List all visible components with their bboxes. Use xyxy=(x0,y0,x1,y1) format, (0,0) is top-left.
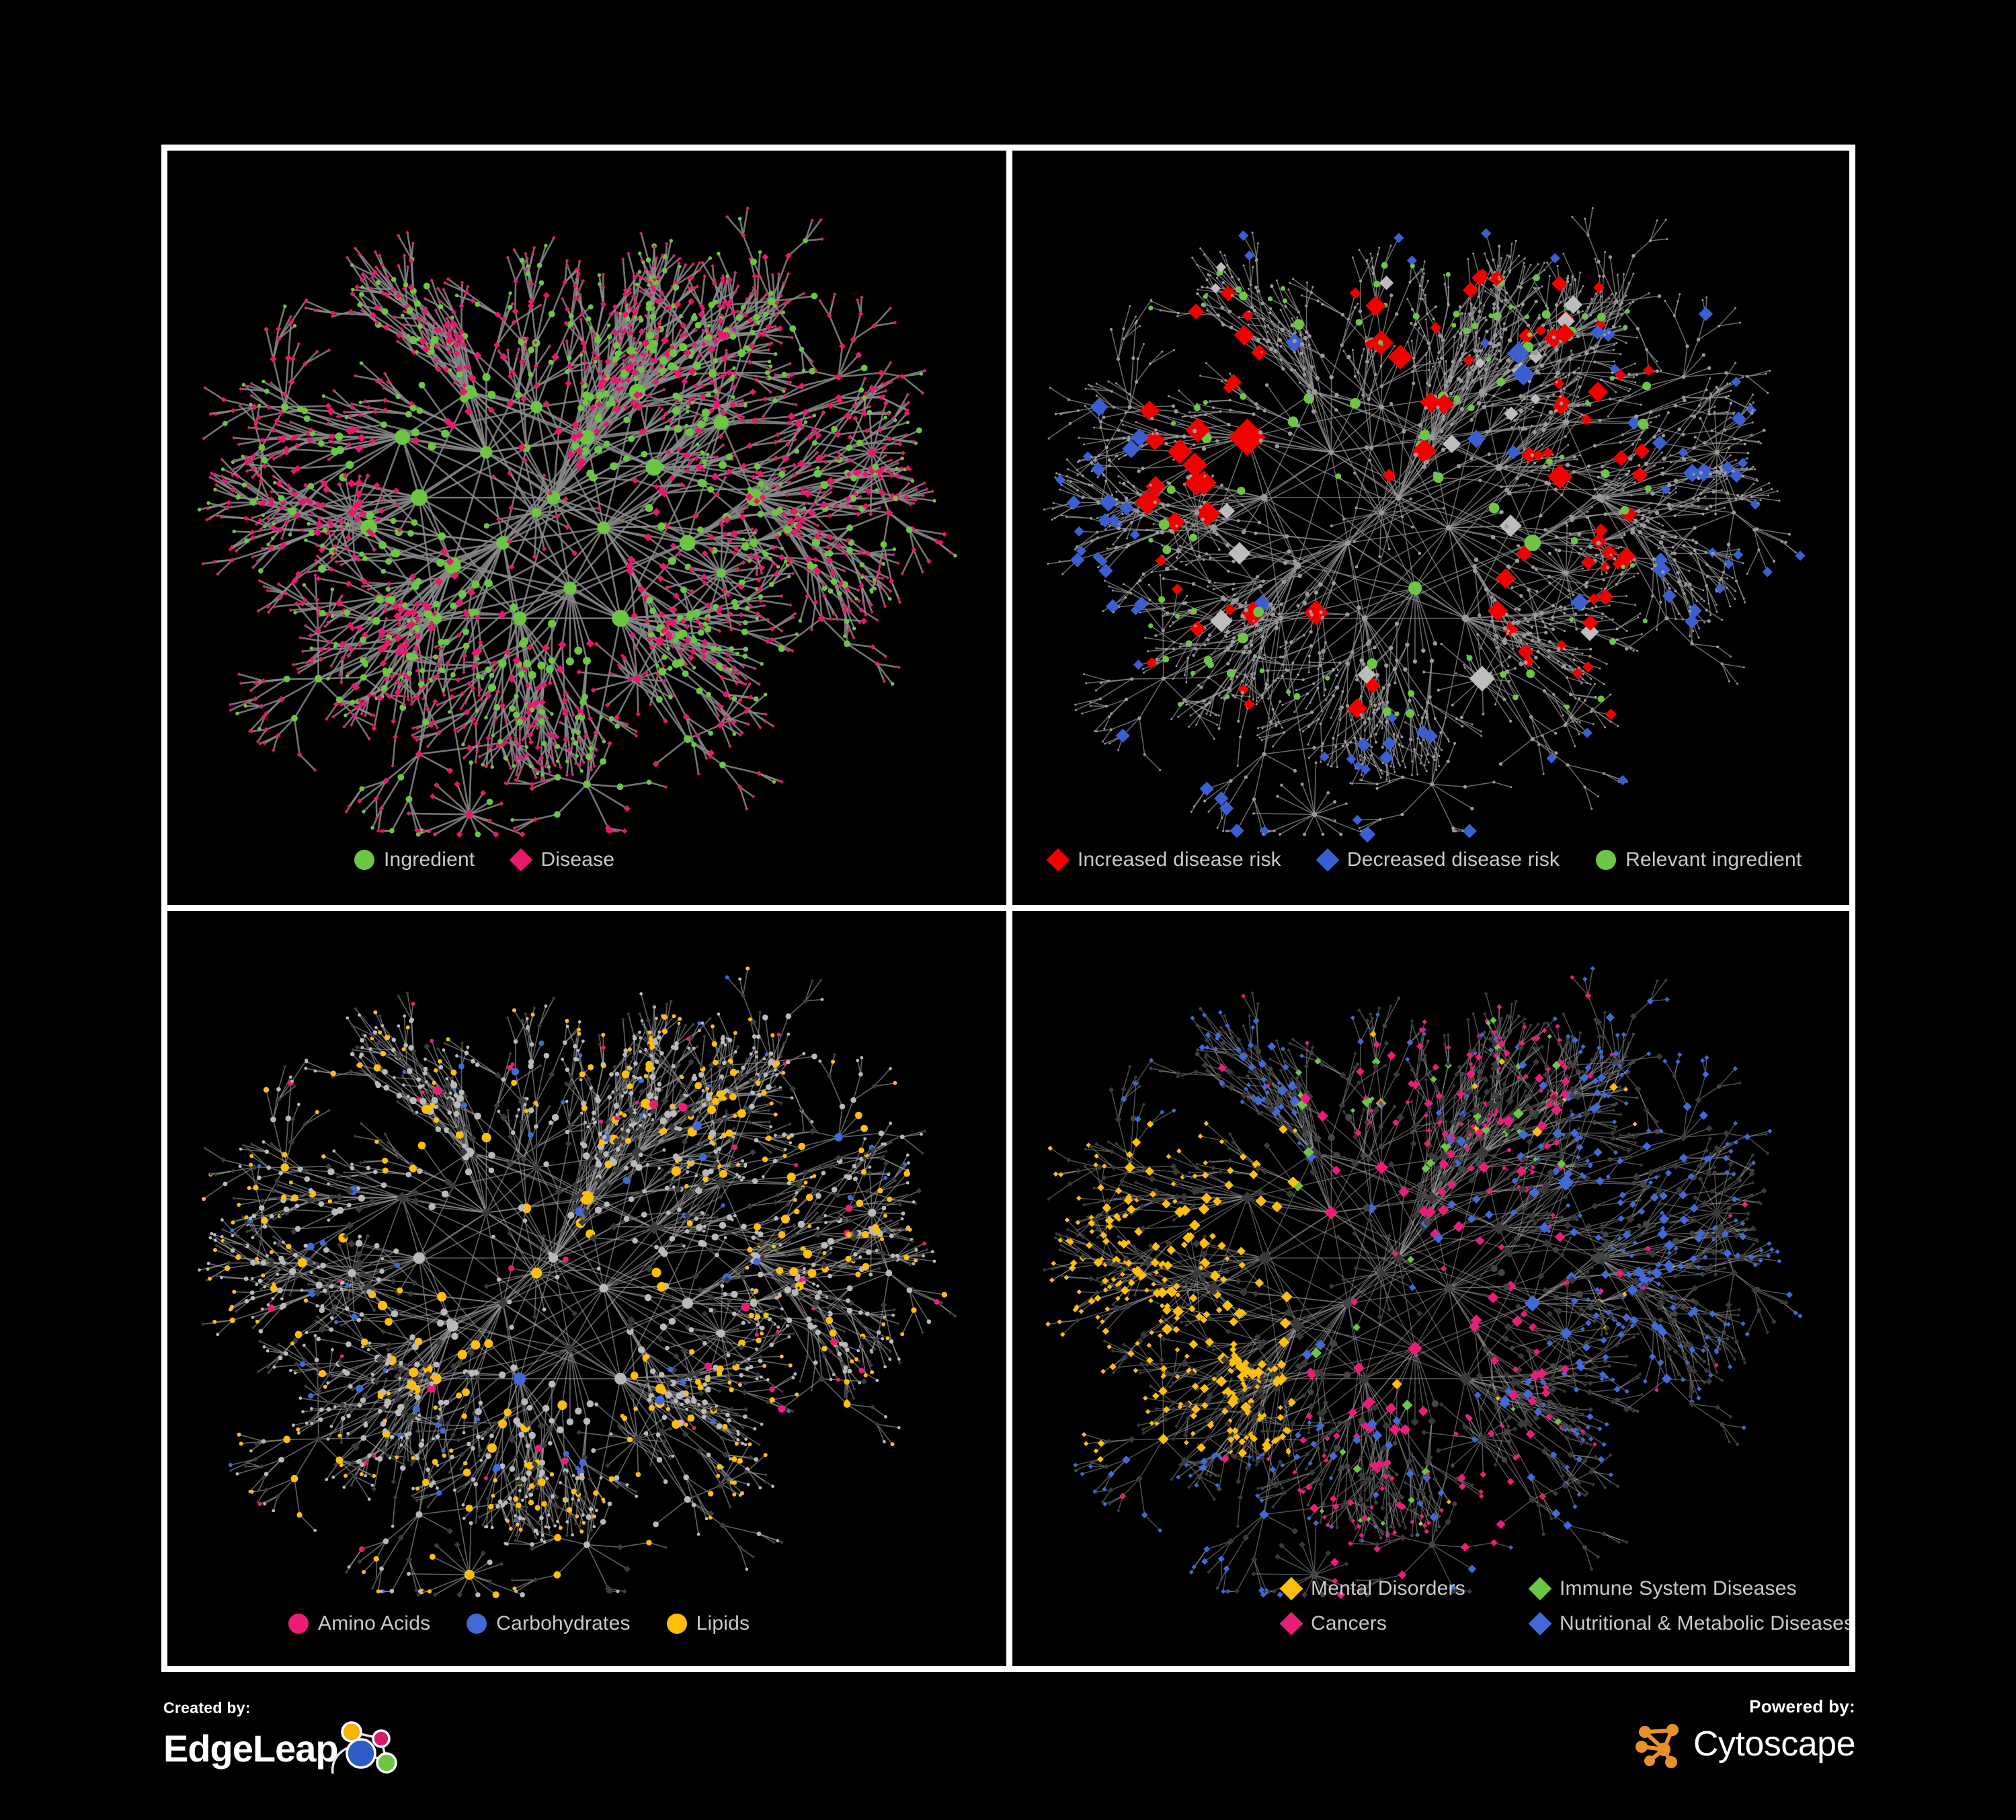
legend-label: Carbohydrates xyxy=(496,1612,631,1634)
legend-item-mental-disorders[interactable]: Mental Disorders xyxy=(1279,1577,1530,1601)
figure-frame: Ingredient Disease Increased disease ris… xyxy=(161,145,1855,1672)
orange-diamond-icon xyxy=(1279,1577,1303,1601)
legend-label: Ingredient xyxy=(384,848,475,871)
panel-ingredient-disease-network[interactable]: Ingredient Disease xyxy=(167,151,1006,905)
legend-item-ingredient[interactable]: Ingredient xyxy=(354,848,475,871)
legend-label: Lipids xyxy=(696,1612,750,1634)
pink-diamond-icon xyxy=(510,848,533,872)
legend-item-amino-acids[interactable]: Amino Acids xyxy=(288,1612,430,1635)
legend-panel-3: Amino Acids Carbohydrates Lipids xyxy=(288,1612,786,1642)
network-graph-ingredient-disease xyxy=(197,206,957,838)
blue-diamond-icon xyxy=(1528,1612,1552,1636)
legend-item-nutritional-metabolic-diseases[interactable]: Nutritional & Metabolic Diseases xyxy=(1528,1612,1849,1636)
legend-item-decreased-risk[interactable]: Decreased disease risk xyxy=(1316,848,1560,872)
legend-label: Increased disease risk xyxy=(1078,848,1281,871)
legend-label: Cancers xyxy=(1311,1612,1387,1634)
cytoscape-logo-icon xyxy=(1635,1724,1679,1768)
legend-item-carbohydrates[interactable]: Carbohydrates xyxy=(467,1612,630,1635)
created-by-label: Created by: xyxy=(163,1699,251,1716)
legend-item-immune-system-diseases[interactable]: Immune System Diseases xyxy=(1528,1577,1797,1601)
legend-label: Mental Disorders xyxy=(1311,1577,1465,1599)
network-graph-disease-risk xyxy=(1043,206,1806,843)
panel-disease-risk-network[interactable]: Increased disease risk Decreased disease… xyxy=(1012,151,1849,905)
legend-item-cancers[interactable]: Cancers xyxy=(1279,1612,1530,1636)
panel-nutrient-class-network[interactable]: Amino Acids Carbohydrates Lipids xyxy=(167,911,1006,1666)
blue-diamond-icon xyxy=(1316,848,1340,872)
green-diamond-icon xyxy=(1528,1577,1552,1601)
legend-panel-4: Mental Disorders Immune System Diseases … xyxy=(1279,1577,1849,1647)
panel-disease-category-network[interactable]: Mental Disorders Immune System Diseases … xyxy=(1012,911,1849,1666)
legend-label: Disease xyxy=(540,848,615,871)
legend-label: Immune System Diseases xyxy=(1560,1577,1797,1599)
pink-circle-icon xyxy=(288,1614,309,1634)
green-circle-icon xyxy=(354,850,374,870)
legend-item-disease[interactable]: Disease xyxy=(510,848,615,872)
powered-by-label: Powered by: xyxy=(1749,1696,1855,1716)
cytoscape-wordmark: Cytoscape xyxy=(1693,1725,1856,1764)
legend-label: Relevant ingredient xyxy=(1625,848,1802,871)
orange-circle-icon xyxy=(666,1614,687,1634)
pink-diamond-icon xyxy=(1279,1612,1303,1636)
legend-item-relevant-ingredient[interactable]: Relevant ingredient xyxy=(1596,848,1802,871)
legend-panel-2: Increased disease risk Decreased disease… xyxy=(1046,848,1838,878)
brand-cytoscape[interactable]: Powered by: xyxy=(1634,1696,1856,1768)
legend-item-lipids[interactable]: Lipids xyxy=(666,1612,750,1635)
blue-circle-icon xyxy=(467,1614,487,1634)
legend-panel-1: Ingredient Disease xyxy=(354,848,651,878)
network-graph-nutrient-class xyxy=(198,966,957,1599)
panel-divider-horizontal xyxy=(167,905,1849,911)
legend-label: Decreased disease risk xyxy=(1346,848,1560,871)
green-circle-icon xyxy=(1596,850,1617,870)
legend-label: Amino Acids xyxy=(318,1612,431,1634)
edgeleap-logo-icon xyxy=(331,1721,397,1774)
edgeleap-wordmark: EdgeLeap xyxy=(163,1727,339,1770)
footer: Created by: EdgeLeap Powered by: xyxy=(0,1672,2016,1820)
network-graph-disease-category xyxy=(1042,965,1803,1599)
brand-edgeleap[interactable]: Created by: EdgeLeap xyxy=(163,1699,401,1779)
legend-item-increased-risk[interactable]: Increased disease risk xyxy=(1046,848,1281,872)
legend-label: Nutritional & Metabolic Diseases xyxy=(1560,1612,1849,1634)
red-diamond-icon xyxy=(1046,848,1070,872)
